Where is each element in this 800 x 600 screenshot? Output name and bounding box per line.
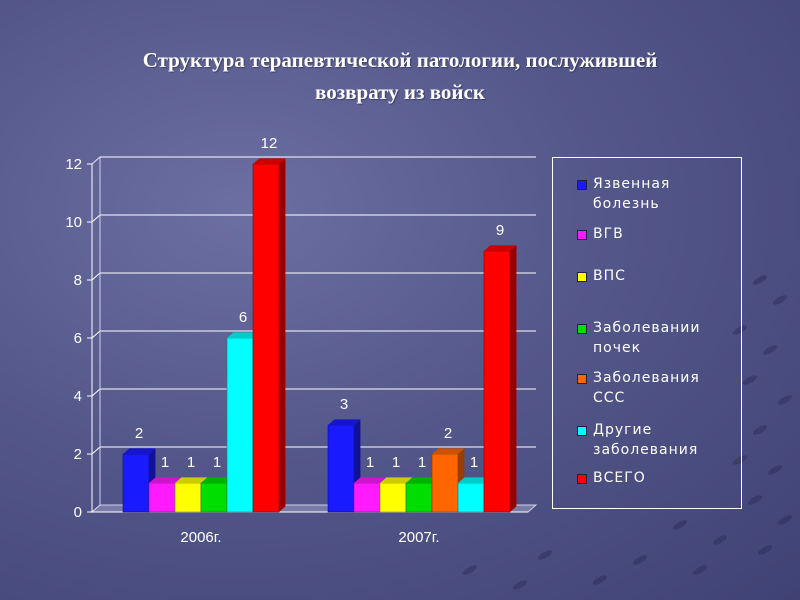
legend-label: ВПС	[593, 268, 626, 284]
bar	[226, 337, 254, 513]
bar	[148, 482, 176, 513]
bar-top	[328, 419, 361, 425]
data-label: 12	[261, 135, 278, 152]
bar-top	[201, 477, 234, 483]
gridline-diag	[91, 446, 101, 455]
legend-swatch	[577, 474, 587, 484]
bar-top	[354, 477, 387, 483]
bar-top	[175, 477, 208, 483]
data-label: 1	[470, 454, 478, 471]
legend-label: Язвенная болезнь	[593, 176, 671, 212]
y-tick-label: 8	[74, 272, 82, 289]
bar	[379, 482, 407, 513]
y-tick-label: 12	[65, 156, 82, 173]
bar-top	[484, 245, 517, 251]
legend-item: ВГВ	[577, 224, 737, 244]
bar-top	[149, 477, 182, 483]
bar	[431, 453, 459, 513]
y-tick-label: 6	[74, 330, 82, 347]
data-label: 1	[392, 454, 400, 471]
bar	[200, 482, 228, 513]
x-category-label: 2006г.	[180, 529, 221, 546]
bar	[483, 250, 511, 513]
gridline-diag	[91, 330, 101, 339]
y-tick-label: 4	[74, 388, 82, 405]
bar-top	[123, 448, 156, 454]
legend-label: ВСЕГО	[593, 470, 646, 486]
legend-label: Другие заболевания	[593, 422, 699, 458]
bar-top	[253, 158, 286, 164]
y-tick-label: 10	[65, 214, 82, 231]
legend-swatch	[577, 272, 587, 282]
gridline-diag	[91, 272, 101, 281]
legend-swatch	[577, 230, 587, 240]
data-label: 6	[239, 309, 247, 326]
data-label: 1	[366, 454, 374, 471]
legend-item: Язвенная болезнь	[577, 174, 737, 214]
legend-label: Заболевания ССС	[593, 370, 700, 406]
legend-label: ВГВ	[593, 226, 624, 242]
data-label: 1	[418, 454, 426, 471]
chart-legend: Язвенная болезнь ВГВ ВПС Заболевании почек З…	[552, 157, 742, 509]
bar	[252, 163, 280, 513]
bar-side	[510, 245, 517, 512]
title-line-2: возврату из войск	[315, 80, 485, 104]
data-label: 1	[161, 454, 169, 471]
y-tick-label: 2	[74, 446, 82, 463]
chart-grid	[91, 156, 536, 455]
bar-top	[458, 477, 491, 483]
bar	[174, 482, 202, 513]
legend-swatch	[577, 374, 587, 384]
bar	[405, 482, 433, 513]
bar-side	[279, 158, 286, 512]
legend-label: Заболевании почек	[593, 320, 701, 356]
bar-top	[432, 448, 465, 454]
gridline-diag	[91, 388, 101, 397]
chart-bars	[122, 158, 517, 513]
bar	[122, 453, 150, 513]
legend-item: Заболевания ССС	[577, 368, 737, 408]
y-tick-label: 0	[74, 504, 82, 521]
data-label: 3	[340, 396, 348, 413]
title-line-1: Структура терапевтической патологии, пос…	[142, 48, 658, 72]
legend-item: Другие заболевания	[577, 420, 737, 460]
legend-item: Заболевании почек	[577, 318, 737, 358]
data-label: 2	[135, 425, 143, 442]
legend-item: ВСЕГО	[577, 468, 737, 488]
x-category-label: 2007г.	[398, 529, 439, 546]
legend-swatch	[577, 180, 587, 190]
bar-top	[227, 332, 260, 338]
data-label: 1	[213, 454, 221, 471]
data-label: 2	[444, 425, 452, 442]
bar	[353, 482, 381, 513]
bar	[457, 482, 485, 513]
bar	[327, 424, 355, 513]
data-label: 1	[187, 454, 195, 471]
data-label: 9	[496, 222, 504, 239]
chart-title: Структура терапевтической патологии, пос…	[40, 44, 760, 108]
legend-swatch	[577, 324, 587, 334]
gridline-diag	[91, 214, 101, 223]
bar-top	[380, 477, 413, 483]
bar-top	[406, 477, 439, 483]
legend-swatch	[577, 426, 587, 436]
legend-item: ВПС	[577, 266, 737, 286]
